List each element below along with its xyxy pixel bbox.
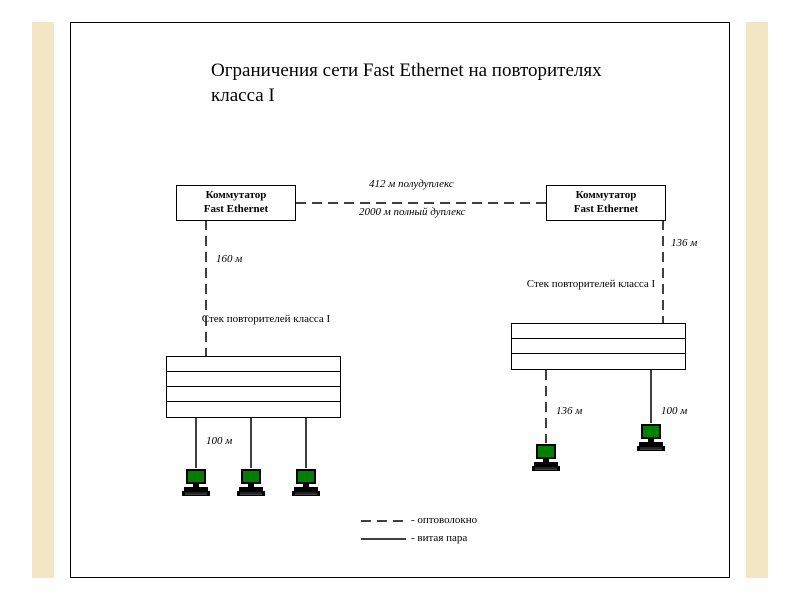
repeater-stack-left	[166, 356, 341, 418]
label-right-pc2: 100 м	[661, 405, 687, 417]
switch-left: Коммутатор Fast Ethernet	[176, 185, 296, 221]
label-left-down: 160 м	[216, 253, 242, 265]
label-full-duplex: 2000 м полный дуплекс	[359, 206, 466, 218]
repeater-unit	[167, 372, 340, 387]
switch-left-line1: Коммутатор	[183, 189, 289, 203]
label-repeater-right: Стек повторителей класса I	[526, 278, 656, 290]
computer-icon	[181, 468, 211, 498]
label-half-duplex: 412 м полудуплекс	[369, 178, 454, 190]
decorative-strip-right	[746, 22, 768, 578]
repeater-unit	[167, 402, 340, 417]
legend-twisted: - витая пара	[411, 532, 467, 544]
repeater-unit	[512, 339, 685, 354]
computer-icon	[531, 443, 561, 473]
repeater-unit	[167, 387, 340, 402]
label-right-pc1: 136 м	[556, 405, 582, 417]
repeater-unit	[512, 354, 685, 369]
switch-right-line1: Коммутатор	[553, 189, 659, 203]
computer-icon	[291, 468, 321, 498]
label-left-pc: 100 м	[206, 435, 232, 447]
computer-icon	[236, 468, 266, 498]
label-right-down: 136 м	[671, 237, 697, 249]
switch-left-line2: Fast Ethernet	[183, 203, 289, 217]
legend-fiber: - оптоволокно	[411, 514, 477, 526]
diagram-frame: Ограничения сети Fast Ethernet на повтор…	[70, 22, 730, 578]
repeater-unit	[512, 324, 685, 339]
decorative-strip-left	[32, 22, 54, 578]
switch-right-line2: Fast Ethernet	[553, 203, 659, 217]
repeater-unit	[167, 357, 340, 372]
repeater-stack-right	[511, 323, 686, 370]
computer-icon	[636, 423, 666, 453]
switch-right: Коммутатор Fast Ethernet	[546, 185, 666, 221]
label-repeater-left: Стек повторителей класса I	[201, 313, 331, 325]
page-title: Ограничения сети Fast Ethernet на повтор…	[211, 59, 651, 108]
